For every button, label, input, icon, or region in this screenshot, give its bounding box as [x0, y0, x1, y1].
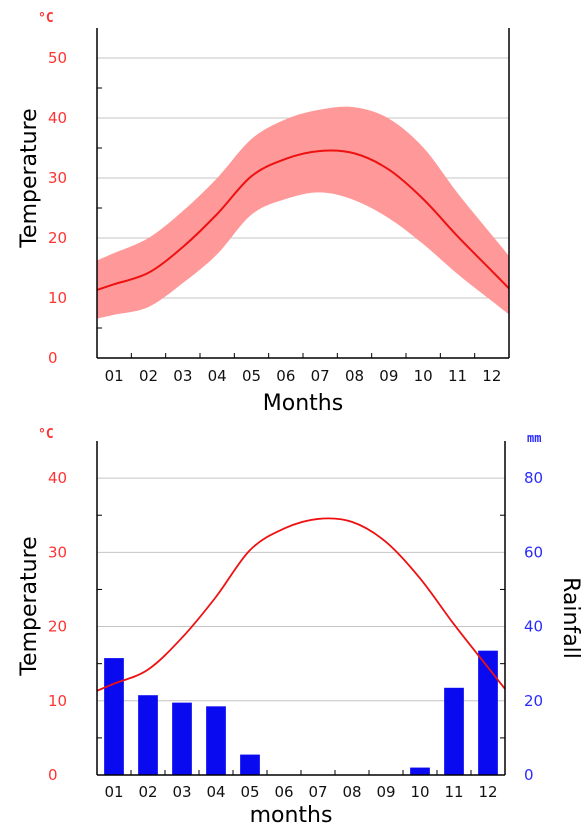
x-tick-label: 05	[240, 783, 259, 801]
x-tick-label: 10	[410, 783, 429, 801]
y2-tick-label: 60	[524, 543, 543, 561]
x-tick-label: 04	[206, 783, 225, 801]
x-tick-label: 06	[274, 783, 293, 801]
rainfall-bar	[206, 706, 226, 775]
rainfall-bar	[478, 650, 498, 775]
y2-axis-unit: mm	[527, 431, 541, 445]
y2-tick-label: 0	[524, 766, 534, 784]
rainfall-bar	[104, 658, 124, 775]
x-tick-label: 11	[448, 367, 467, 385]
y-axis-unit: °C	[38, 427, 54, 442]
x-tick-label: 09	[379, 367, 398, 385]
x-tick-label: 08	[345, 367, 364, 385]
x-tick-label: 03	[172, 783, 191, 801]
y-tick-label: 20	[48, 229, 67, 247]
y-tick-label: 10	[48, 289, 67, 307]
y-tick-label: 40	[48, 469, 67, 487]
rainfall-bar	[444, 687, 464, 775]
x-tick-label: 08	[342, 783, 361, 801]
rainfall-bar	[172, 702, 192, 775]
mean-temperature-line	[96, 149, 510, 291]
x-tick-label: 05	[242, 367, 261, 385]
temperature-chart: 0 10 20 30 40 50 01 02 03 04 05 06 07 08 09 10 11 12 °C Tem…	[17, 11, 510, 416]
x-tick-label: 01	[104, 783, 123, 801]
x-tick-label: 02	[139, 367, 158, 385]
y2-tick-label: 80	[524, 469, 543, 487]
x-tick-label: 03	[173, 367, 192, 385]
y-tick-label: 30	[48, 543, 67, 561]
rainfall-bar	[240, 754, 260, 775]
y-tick-label: 30	[48, 169, 67, 187]
y-tick-label: 0	[48, 349, 58, 367]
x-tick-label: 07	[308, 783, 327, 801]
x-tick-label: 06	[276, 367, 295, 385]
y-tick-label: 40	[48, 109, 67, 127]
x-tick-label: 10	[414, 367, 433, 385]
y-axis-title: Temperature	[17, 536, 42, 676]
rainfall-bar	[138, 695, 158, 775]
x-tick-label: 11	[444, 783, 463, 801]
y-axis-unit: °C	[38, 11, 54, 26]
x-tick-label: 04	[208, 367, 227, 385]
temperature-range-band	[97, 106, 509, 319]
temperature-line	[96, 517, 506, 692]
y2-axis-title: Rainfall	[558, 577, 583, 659]
x-axis-title: months	[250, 803, 333, 827]
y2-tick-label: 40	[524, 618, 543, 636]
x-tick-label: 02	[138, 783, 157, 801]
x-tick-label: 07	[311, 367, 330, 385]
y-tick-label: 10	[48, 692, 67, 710]
x-tick-label: 12	[478, 783, 497, 801]
rainfall-bar	[410, 767, 430, 775]
climate-rainfall-chart: 0 10 20 30 40 0 20 40 60 80 01 02 03 04 05 06 07 08 09 10 11…	[17, 427, 583, 827]
x-tick-label: 12	[482, 367, 501, 385]
x-tick-label: 01	[105, 367, 124, 385]
y-axis-title: Temperature	[17, 108, 42, 248]
x-axis-title: Months	[263, 391, 343, 416]
y2-tick-label: 20	[524, 692, 543, 710]
x-tick-label: 09	[376, 783, 395, 801]
y-tick-label: 0	[48, 766, 58, 784]
y-tick-label: 50	[48, 49, 67, 67]
y-tick-label: 20	[48, 618, 67, 636]
